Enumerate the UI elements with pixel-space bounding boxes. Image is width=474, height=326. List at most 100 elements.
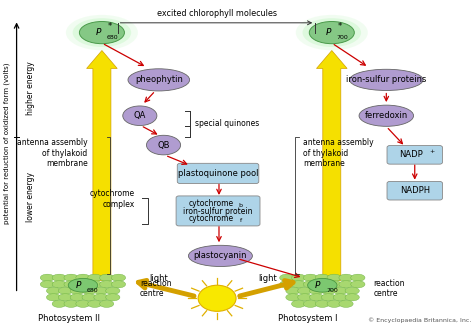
Ellipse shape bbox=[286, 294, 300, 301]
Ellipse shape bbox=[88, 274, 102, 281]
Text: special quinones: special quinones bbox=[195, 119, 260, 128]
Text: P: P bbox=[95, 28, 101, 37]
Ellipse shape bbox=[52, 300, 66, 307]
Ellipse shape bbox=[68, 278, 98, 292]
Text: antenna assembly
of thylakoid
membrane: antenna assembly of thylakoid membrane bbox=[303, 138, 374, 168]
Ellipse shape bbox=[76, 274, 90, 281]
Ellipse shape bbox=[94, 287, 108, 294]
Text: +: + bbox=[429, 149, 435, 154]
Ellipse shape bbox=[292, 274, 306, 281]
Ellipse shape bbox=[286, 287, 300, 294]
Ellipse shape bbox=[345, 287, 359, 294]
Ellipse shape bbox=[345, 294, 359, 301]
Ellipse shape bbox=[298, 287, 312, 294]
Ellipse shape bbox=[339, 274, 353, 281]
Ellipse shape bbox=[40, 281, 55, 288]
Ellipse shape bbox=[321, 287, 336, 294]
Ellipse shape bbox=[198, 285, 236, 311]
Ellipse shape bbox=[73, 18, 131, 47]
FancyBboxPatch shape bbox=[177, 163, 259, 184]
Text: 700: 700 bbox=[326, 288, 337, 293]
Ellipse shape bbox=[303, 281, 318, 288]
Text: b: b bbox=[239, 203, 243, 208]
Ellipse shape bbox=[76, 300, 90, 307]
Text: iron-sulfur proteins: iron-sulfur proteins bbox=[346, 75, 427, 84]
Text: f: f bbox=[240, 218, 242, 223]
Ellipse shape bbox=[310, 287, 324, 294]
Text: QA: QA bbox=[134, 111, 146, 120]
Ellipse shape bbox=[351, 274, 365, 281]
Ellipse shape bbox=[52, 274, 66, 281]
Ellipse shape bbox=[298, 294, 312, 301]
Ellipse shape bbox=[349, 69, 423, 90]
Ellipse shape bbox=[359, 105, 413, 126]
Text: *: * bbox=[337, 22, 341, 31]
Text: 680: 680 bbox=[107, 35, 118, 40]
FancyArrow shape bbox=[317, 51, 347, 280]
Text: P: P bbox=[315, 281, 320, 290]
Text: NADP: NADP bbox=[399, 150, 423, 159]
Text: *: * bbox=[108, 22, 111, 31]
Ellipse shape bbox=[280, 274, 294, 281]
Ellipse shape bbox=[64, 281, 78, 288]
Ellipse shape bbox=[321, 294, 336, 301]
Text: Photosystem II: Photosystem II bbox=[38, 314, 100, 323]
FancyBboxPatch shape bbox=[176, 196, 260, 226]
Ellipse shape bbox=[309, 22, 354, 44]
Text: light: light bbox=[149, 274, 168, 283]
Text: NADPH: NADPH bbox=[400, 186, 430, 195]
Ellipse shape bbox=[94, 294, 108, 301]
Text: light: light bbox=[258, 274, 277, 283]
Text: antenna assembly
of thylakoid
membrane: antenna assembly of thylakoid membrane bbox=[17, 138, 88, 168]
Ellipse shape bbox=[339, 281, 353, 288]
Ellipse shape bbox=[111, 281, 126, 288]
Text: 680: 680 bbox=[87, 288, 98, 293]
Ellipse shape bbox=[315, 281, 329, 288]
Ellipse shape bbox=[88, 281, 102, 288]
Text: plastoquinone pool: plastoquinone pool bbox=[178, 169, 258, 178]
Ellipse shape bbox=[303, 274, 318, 281]
Ellipse shape bbox=[292, 300, 306, 307]
Text: plastocyanin: plastocyanin bbox=[194, 251, 247, 260]
Ellipse shape bbox=[88, 300, 102, 307]
Ellipse shape bbox=[189, 245, 252, 267]
Text: cytochrome: cytochrome bbox=[188, 214, 234, 223]
Ellipse shape bbox=[308, 278, 337, 292]
Ellipse shape bbox=[100, 274, 114, 281]
Ellipse shape bbox=[315, 300, 329, 307]
Ellipse shape bbox=[70, 294, 84, 301]
Text: lower energy: lower energy bbox=[27, 172, 35, 222]
Ellipse shape bbox=[58, 287, 73, 294]
Ellipse shape bbox=[296, 15, 368, 50]
Text: Photosystem I: Photosystem I bbox=[278, 314, 338, 323]
Ellipse shape bbox=[46, 294, 61, 301]
Ellipse shape bbox=[64, 274, 78, 281]
Text: P: P bbox=[325, 28, 331, 37]
Ellipse shape bbox=[315, 274, 329, 281]
Text: higher energy: higher energy bbox=[27, 61, 35, 115]
Ellipse shape bbox=[303, 300, 318, 307]
Text: reaction
centre: reaction centre bbox=[140, 279, 171, 298]
Ellipse shape bbox=[79, 22, 124, 44]
Text: excited chlorophyll molecules: excited chlorophyll molecules bbox=[157, 8, 277, 18]
Text: reaction
centre: reaction centre bbox=[374, 279, 405, 298]
Ellipse shape bbox=[111, 274, 126, 281]
Ellipse shape bbox=[106, 287, 120, 294]
Ellipse shape bbox=[100, 300, 114, 307]
Text: potential for reduction of oxidized form (volts): potential for reduction of oxidized form… bbox=[4, 63, 10, 224]
Ellipse shape bbox=[82, 287, 96, 294]
Ellipse shape bbox=[333, 287, 347, 294]
Ellipse shape bbox=[40, 274, 55, 281]
Ellipse shape bbox=[333, 294, 347, 301]
FancyBboxPatch shape bbox=[387, 181, 442, 200]
Ellipse shape bbox=[327, 281, 341, 288]
Text: 700: 700 bbox=[337, 35, 348, 40]
Ellipse shape bbox=[327, 274, 341, 281]
Text: ferredoxin: ferredoxin bbox=[365, 111, 408, 120]
Ellipse shape bbox=[52, 281, 66, 288]
Ellipse shape bbox=[100, 281, 114, 288]
Ellipse shape bbox=[327, 300, 341, 307]
Ellipse shape bbox=[70, 287, 84, 294]
Ellipse shape bbox=[128, 69, 190, 91]
Ellipse shape bbox=[46, 287, 61, 294]
